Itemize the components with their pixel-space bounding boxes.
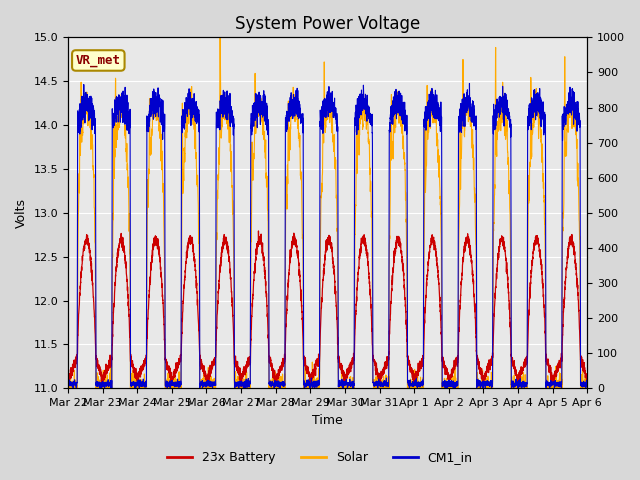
Legend: 23x Battery, Solar, CM1_in: 23x Battery, Solar, CM1_in xyxy=(163,446,477,469)
23x Battery xyxy=(255,228,262,234)
CM1_in xyxy=(584,379,591,385)
23x Battery xyxy=(237,384,245,389)
23x Battery xyxy=(444,374,452,380)
Solar xyxy=(216,35,224,40)
CM1_in xyxy=(583,382,591,387)
23x Battery xyxy=(64,372,72,378)
CM1_in xyxy=(474,381,481,387)
Solar xyxy=(308,385,316,391)
Line: 23x Battery: 23x Battery xyxy=(68,231,588,386)
Solar xyxy=(157,133,165,139)
23x Battery xyxy=(157,273,165,279)
Solar xyxy=(64,385,72,391)
Solar xyxy=(415,385,423,391)
CM1_in xyxy=(415,379,423,385)
23x Battery xyxy=(415,367,423,373)
CM1_in xyxy=(96,385,104,391)
Y-axis label: Volts: Volts xyxy=(15,198,28,228)
23x Battery xyxy=(583,375,591,381)
Text: VR_met: VR_met xyxy=(76,54,121,67)
Solar xyxy=(474,377,481,383)
Solar xyxy=(583,385,591,391)
CM1_in xyxy=(466,81,474,86)
Solar xyxy=(444,385,452,391)
Line: CM1_in: CM1_in xyxy=(68,84,588,388)
Line: Solar: Solar xyxy=(68,37,588,388)
23x Battery xyxy=(584,374,591,380)
CM1_in xyxy=(308,380,316,385)
CM1_in xyxy=(64,382,72,387)
Solar xyxy=(584,381,591,387)
23x Battery xyxy=(308,372,316,378)
Title: System Power Voltage: System Power Voltage xyxy=(235,15,420,33)
23x Battery xyxy=(474,355,481,361)
CM1_in xyxy=(444,381,452,387)
X-axis label: Time: Time xyxy=(312,414,343,427)
CM1_in xyxy=(157,122,165,128)
